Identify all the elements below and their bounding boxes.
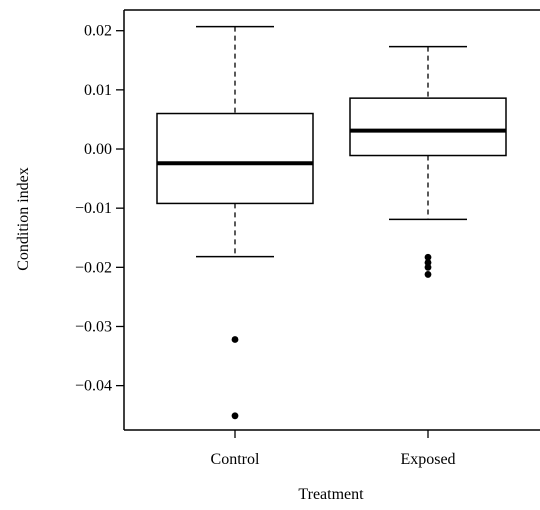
outlier-point xyxy=(231,336,239,343)
y-tick-label: −0.02 xyxy=(75,259,112,276)
outlier-point xyxy=(424,263,432,271)
y-tick-label: 0.00 xyxy=(84,141,112,158)
y-tick-label: −0.04 xyxy=(75,378,112,395)
box-group-control xyxy=(156,25,314,420)
y-tick-label: 0.01 xyxy=(84,82,112,99)
outlier-point xyxy=(231,412,239,420)
y-tick-label: −0.03 xyxy=(75,318,112,335)
iqr-box xyxy=(349,97,507,157)
x-tick-label: Exposed xyxy=(400,451,455,468)
x-axis-title: Treatment xyxy=(298,486,364,503)
y-tick-label: −0.01 xyxy=(75,200,112,217)
outlier-point xyxy=(424,259,432,266)
box-group-exposed xyxy=(349,45,507,278)
y-tick-label: 0.02 xyxy=(84,23,112,40)
y-axis-title: Condition index xyxy=(15,167,32,271)
boxes-layer xyxy=(156,25,507,420)
iqr-box xyxy=(156,112,314,205)
axes-layer: 0.02 0.01 0.00 −0.01 −0.02 −0.03 −0.04 Control E… xyxy=(75,9,540,468)
x-tick-label: Control xyxy=(211,451,260,468)
outlier-point xyxy=(424,271,432,278)
outlier-point xyxy=(424,253,432,261)
